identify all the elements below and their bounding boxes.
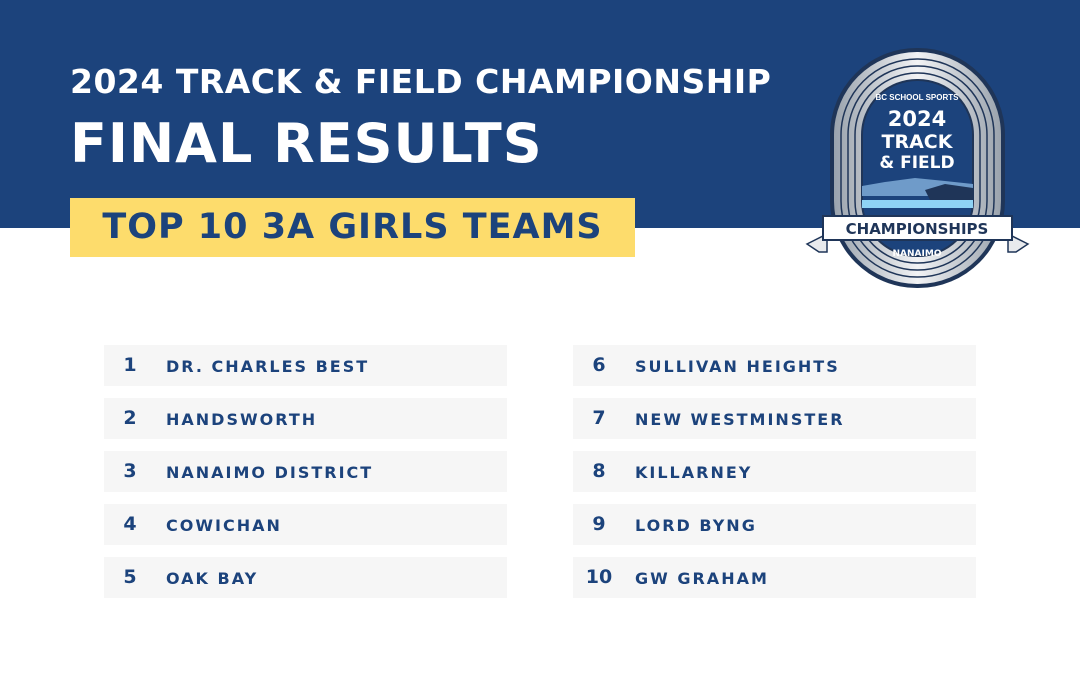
logo-location: NANAIMO xyxy=(893,249,942,259)
team-name: SULLIVAN HEIGHTS xyxy=(635,357,840,376)
event-title: 2024 TRACK & FIELD CHAMPIONSHIP xyxy=(70,62,772,101)
team-name: DR. CHARLES BEST xyxy=(166,357,370,376)
rank: 7 xyxy=(592,407,606,429)
rank: 6 xyxy=(592,354,606,376)
logo-year: 2024 xyxy=(888,107,946,131)
rank: 4 xyxy=(123,513,137,535)
team-name: COWICHAN xyxy=(166,516,282,535)
team-name: OAK BAY xyxy=(166,569,259,588)
result-row: 7 NEW WESTMINSTER xyxy=(573,398,976,439)
result-row: 10 GW GRAHAM xyxy=(573,557,976,598)
team-name: HANDSWORTH xyxy=(166,410,318,429)
result-row: 3 NANAIMO DISTRICT xyxy=(104,451,507,492)
rank: 9 xyxy=(592,513,606,535)
team-name: LORD BYNG xyxy=(635,516,757,535)
rank: 5 xyxy=(123,566,137,588)
logo-line2: & FIELD xyxy=(879,153,954,173)
rank: 2 xyxy=(123,407,137,429)
result-row: 1 DR. CHARLES BEST xyxy=(104,345,507,386)
team-name: NEW WESTMINSTER xyxy=(635,410,845,429)
logo-ribbon: CHAMPIONSHIPS xyxy=(846,220,989,238)
page-title: FINAL RESULTS xyxy=(70,112,543,175)
rank: 8 xyxy=(592,460,606,482)
result-row: 9 LORD BYNG xyxy=(573,504,976,545)
result-row: 8 KILLARNEY xyxy=(573,451,976,492)
logo-line1: TRACK xyxy=(882,131,954,153)
category-label: TOP 10 3A GIRLS TEAMS xyxy=(70,198,635,257)
team-name: KILLARNEY xyxy=(635,463,753,482)
result-row: 2 HANDSWORTH xyxy=(104,398,507,439)
team-name: NANAIMO DISTRICT xyxy=(166,463,374,482)
championship-logo: BC SCHOOL SPORTS 2024 TRACK & FIELD CHAM… xyxy=(805,48,1030,288)
rank: 1 xyxy=(123,354,137,376)
rank: 3 xyxy=(123,460,137,482)
result-row: 6 SULLIVAN HEIGHTS xyxy=(573,345,976,386)
team-name: GW GRAHAM xyxy=(635,569,769,588)
result-row: 4 COWICHAN xyxy=(104,504,507,545)
rank: 10 xyxy=(585,566,613,588)
result-row: 5 OAK BAY xyxy=(104,557,507,598)
org-logo-text: BC SCHOOL SPORTS xyxy=(876,93,960,102)
